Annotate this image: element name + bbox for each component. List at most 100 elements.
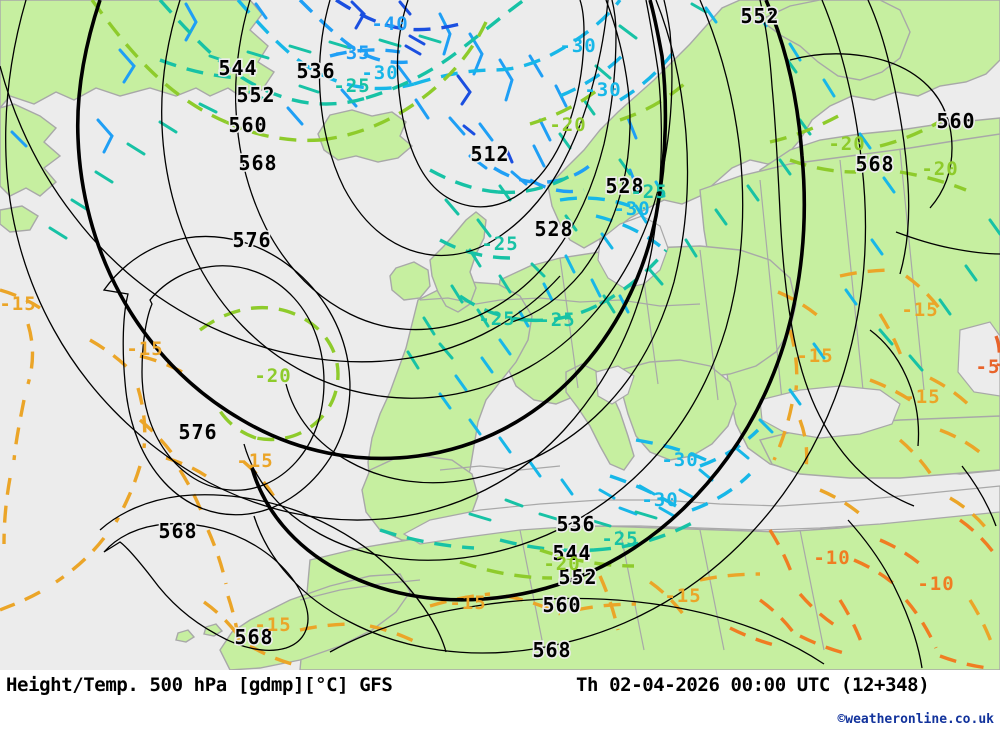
- valid-time-label: Th 02-04-2026 00:00 UTC (12+348): [576, 674, 930, 696]
- height-label: 560: [936, 109, 975, 133]
- height-contour-right-low: [869, 329, 920, 447]
- temp-contour-minus40: [335, 0, 461, 32]
- temperature-contours: [0, 0, 1000, 670]
- height-contour-544: [161, 0, 673, 399]
- temp-label: -25: [481, 233, 518, 255]
- height-label: 544: [218, 56, 257, 80]
- temp-label: -15: [126, 338, 163, 360]
- temp-label: -25: [601, 528, 638, 550]
- temp-label: -15: [236, 450, 273, 472]
- height-contour-right-arc: [789, 53, 953, 209]
- copyright-credit: ©weatheronline.co.uk: [837, 712, 994, 727]
- height-contour-576-outer: [102, 235, 351, 516]
- chart-title: Height/Temp. 500 hPa [gdmp][°C] GFS: [6, 674, 393, 696]
- temp-label: -25: [333, 75, 370, 97]
- internal-borders: [299, 149, 925, 651]
- temp-label: -30: [661, 449, 698, 471]
- land-canada-islands: [0, 205, 39, 233]
- height-contour-right-bottom: [847, 519, 923, 669]
- height-contour-560: [5, 0, 663, 521]
- height-label: 552: [236, 83, 275, 107]
- map-canvas[interactable]: 544 536 552 560 568 576 576 568 568 512 …: [0, 0, 1000, 670]
- height-contour-568-right2: [759, 0, 915, 507]
- temp-label: -20: [543, 553, 580, 575]
- height-contour-576-inner: [141, 265, 325, 491]
- temp-label: -30: [559, 35, 596, 57]
- temp-label: -20: [254, 365, 291, 387]
- temp-label: -15: [901, 299, 938, 321]
- temp-label: -35: [333, 42, 370, 64]
- land-balkans: [619, 359, 737, 461]
- height-label: 552: [740, 4, 779, 28]
- temp-label: -10: [813, 547, 850, 569]
- temp-label: -15: [0, 293, 37, 315]
- temp-contour-minus25: [158, 0, 695, 553]
- temp-label: -30: [584, 79, 621, 101]
- land-canary-islands-2: [203, 623, 224, 637]
- land-morocco: [219, 573, 411, 670]
- height-label: 528: [605, 174, 644, 198]
- height-contour-568-south: [329, 597, 825, 665]
- temp-label: -30: [641, 489, 678, 511]
- height-contour-560-south: [253, 0, 867, 654]
- height-contour-536-south: [285, 0, 689, 484]
- height-label: 528: [534, 217, 573, 241]
- height-contour-568-closed: [103, 523, 309, 651]
- temperature-contour-labels: -40 -35 -30 -25 -30 -30 -25 -30 -25 -25 …: [0, 13, 1000, 636]
- height-contour-552: [75, 0, 668, 461]
- height-label: 568: [234, 625, 273, 649]
- temp-label: -25: [538, 309, 575, 331]
- temp-label: -15: [449, 592, 486, 614]
- height-label: 576: [178, 420, 217, 444]
- land-iceland: [317, 109, 414, 163]
- temp-contour-minus20: [90, 0, 967, 580]
- temp-contour-minus10: [729, 518, 998, 670]
- temp-label: -20: [549, 114, 586, 136]
- temp-label: -15: [254, 614, 291, 636]
- height-label: 568: [238, 151, 277, 175]
- height-contour-512: [396, 0, 585, 208]
- temp-label: -20: [921, 158, 958, 180]
- height-contour-528b: [511, 0, 631, 323]
- footer-bar: Height/Temp. 500 hPa [gdmp][°C] GFS Th 0…: [0, 670, 1000, 733]
- height-label: 560: [228, 113, 267, 137]
- temp-label: -15: [903, 386, 940, 408]
- temp-label: -20: [828, 133, 865, 155]
- height-label: 560: [542, 593, 581, 617]
- temp-label: -30: [361, 62, 398, 84]
- height-contour-right-bottom2: [961, 465, 997, 527]
- height-contour-labels: 544 536 552 560 568 576 576 568 568 512 …: [157, 2, 976, 663]
- temp-label: -10: [917, 573, 954, 595]
- height-contour-560-right: [867, 0, 910, 275]
- height-label: 544: [552, 541, 591, 565]
- land-finland: [758, 0, 911, 81]
- height-label: 512: [470, 142, 509, 166]
- height-label: 568: [158, 519, 197, 543]
- height-label: 568: [532, 638, 571, 662]
- temp-label: -15: [796, 345, 833, 367]
- height-label: 536: [556, 512, 595, 536]
- height-contour-568-upper: [0, 65, 561, 363]
- temp-contour-minus5: [994, 335, 1000, 367]
- height-label: 576: [232, 228, 271, 252]
- height-contour-568-right: [895, 231, 1000, 255]
- height-label: 568: [855, 152, 894, 176]
- temp-label: -5: [976, 356, 1000, 378]
- temp-label: -30: [613, 198, 650, 220]
- land-ireland: [389, 261, 431, 301]
- height-contours: [0, 0, 1000, 669]
- height-contour-544-south: [243, 0, 744, 561]
- height-contour-552-south: [250, 0, 807, 602]
- temp-label: -25: [478, 308, 515, 330]
- temp-contour-minus15: [0, 268, 996, 666]
- height-contour-536: [234, 0, 617, 331]
- land-canary-islands: [175, 629, 196, 643]
- height-label: 536: [296, 59, 335, 83]
- temp-label: -15: [664, 585, 701, 607]
- rivers-layer: [10, 0, 1000, 528]
- height-contour-528a: [318, 0, 609, 257]
- temp-label: -40: [371, 13, 408, 35]
- temp-label: -25: [630, 181, 667, 203]
- height-label: 552: [558, 565, 597, 589]
